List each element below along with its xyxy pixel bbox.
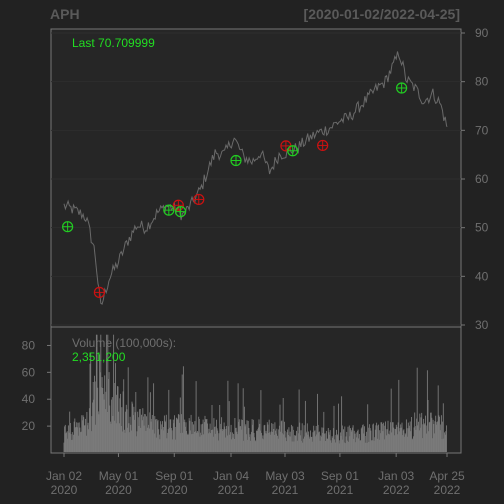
volume-bars [63, 334, 447, 452]
x-tick-label-date: Jan 04 [213, 469, 249, 483]
signal-markers [62, 82, 408, 298]
x-tick-label-date: Jan 02 [46, 469, 82, 483]
volume-tick-label: 40 [22, 392, 36, 406]
sell-marker [317, 139, 329, 152]
buy-marker [287, 145, 299, 157]
x-tick-label-year: 2021 [272, 483, 299, 497]
buy-marker [62, 221, 74, 233]
sell-marker [172, 199, 184, 211]
x-tick-label-year: 2021 [327, 483, 354, 497]
price-tick-label: 40 [475, 269, 489, 283]
x-tick-label-date: Sep 01 [321, 469, 359, 483]
x-tick-label-year: 2020 [51, 483, 78, 497]
volume-y-axis: 80 60 40 20 [22, 338, 51, 433]
x-tick-label-year: 2020 [105, 483, 132, 497]
x-tick-label-year: 2022 [383, 483, 410, 497]
x-tick-label-year: 2022 [434, 483, 461, 497]
volume-last-value: 2,351,200 [72, 350, 126, 364]
price-grid [51, 32, 461, 326]
x-tick-label-year: 2021 [218, 483, 245, 497]
sell-marker [193, 193, 205, 206]
price-tick-label: 60 [475, 172, 489, 186]
price-tick-label: 70 [475, 123, 489, 137]
x-tick-label-date: Apr 25 [429, 469, 465, 483]
price-series-line [63, 51, 448, 305]
buy-marker [175, 206, 187, 218]
sell-marker [280, 140, 292, 152]
price-tick-label: 30 [475, 318, 489, 332]
price-tick-label: 80 [475, 75, 489, 89]
x-tick-label-date: Sep 01 [155, 469, 193, 483]
x-tick-label-date: May 01 [99, 469, 139, 483]
volume-tick-label: 20 [22, 419, 36, 433]
volume-tick-label: 80 [22, 338, 36, 352]
x-tick-label-date: Jan 03 [378, 469, 414, 483]
last-price-label: Last 70.709999 [72, 36, 155, 50]
buy-marker [163, 204, 175, 216]
x-tick-label-date: May 03 [265, 469, 305, 483]
x-tick-label-year: 2020 [161, 483, 188, 497]
price-y-axis: 90 80 70 60 50 40 30 [461, 26, 489, 332]
price-tick-label: 50 [475, 221, 489, 235]
buy-marker [230, 154, 242, 167]
chart-title: APH [50, 6, 80, 22]
price-panel [50, 28, 462, 328]
buy-marker [396, 82, 408, 94]
sell-marker [93, 286, 105, 298]
volume-label: Volume (100,000s): [72, 336, 176, 350]
price-tick-label: 90 [475, 26, 489, 40]
volume-tick-label: 60 [22, 365, 36, 379]
date-range-label: [2020-01-02/2022-04-25] [304, 6, 460, 22]
